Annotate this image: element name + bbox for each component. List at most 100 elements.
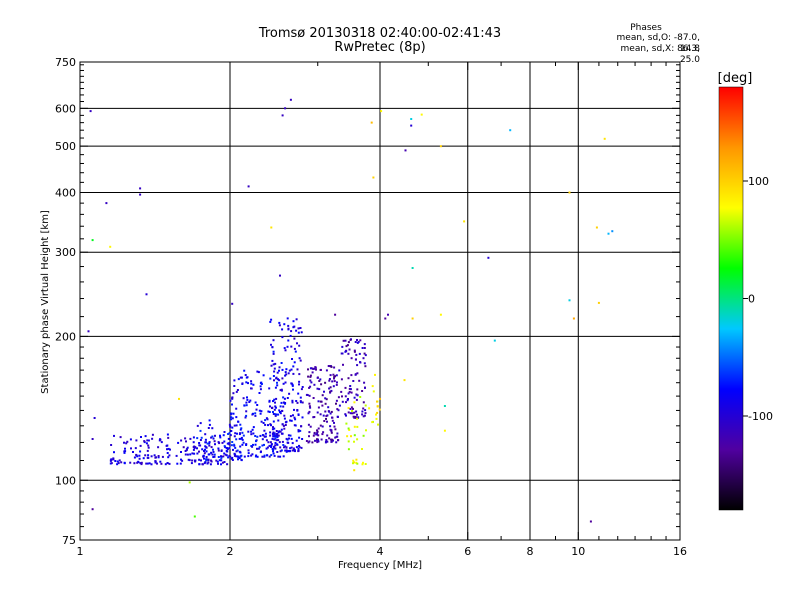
data-point <box>289 415 292 418</box>
data-point <box>296 401 299 404</box>
data-point <box>378 408 381 411</box>
data-point <box>227 437 230 440</box>
data-point <box>364 463 367 465</box>
data-point <box>231 456 234 459</box>
data-point <box>356 462 359 465</box>
data-point <box>595 226 598 229</box>
data-point <box>283 417 286 420</box>
data-point <box>316 387 319 390</box>
data-point <box>329 412 332 415</box>
data-point <box>268 411 271 413</box>
data-point <box>353 440 355 443</box>
data-point <box>328 378 331 380</box>
y-tick-label: 200 <box>55 330 76 343</box>
data-point <box>247 452 250 455</box>
data-point <box>335 435 338 438</box>
data-point <box>309 379 312 382</box>
data-point <box>210 460 213 463</box>
data-point <box>280 449 283 452</box>
data-point <box>387 313 389 316</box>
data-point <box>268 399 271 402</box>
data-point <box>270 444 273 447</box>
data-point <box>272 452 275 455</box>
data-point <box>143 440 146 443</box>
data-point <box>257 371 260 374</box>
data-point <box>274 447 277 450</box>
data-point <box>193 459 196 462</box>
data-point <box>116 460 119 463</box>
data-point <box>308 440 311 443</box>
data-point <box>277 378 279 381</box>
data-point <box>271 428 274 431</box>
data-point <box>410 118 413 120</box>
data-point <box>265 417 268 420</box>
data-point <box>337 439 340 442</box>
data-point <box>241 431 244 434</box>
data-point <box>300 331 303 334</box>
data-point <box>218 459 221 462</box>
data-point <box>311 441 314 444</box>
data-point <box>353 401 356 404</box>
data-point <box>240 427 243 430</box>
data-point <box>157 446 160 449</box>
data-point <box>377 423 379 426</box>
data-point <box>286 450 289 453</box>
data-point <box>279 446 282 449</box>
data-point <box>272 400 274 403</box>
data-point <box>316 429 318 432</box>
data-point <box>270 443 273 446</box>
data-point <box>362 434 365 437</box>
data-point <box>166 452 169 454</box>
data-point <box>292 372 295 375</box>
data-point <box>233 424 236 427</box>
data-point <box>355 393 358 396</box>
data-point <box>347 427 350 430</box>
data-point <box>299 429 302 432</box>
data-point <box>297 392 300 395</box>
data-point <box>250 430 253 433</box>
data-point <box>443 429 446 432</box>
data-point <box>356 394 359 397</box>
data-point <box>146 456 149 459</box>
data-point <box>271 437 274 440</box>
data-point <box>282 396 285 399</box>
data-point <box>139 450 142 453</box>
data-point <box>352 459 355 462</box>
data-point <box>294 418 297 421</box>
data-point <box>229 455 232 458</box>
data-point <box>272 426 274 429</box>
data-point <box>220 457 223 460</box>
data-point <box>317 427 320 430</box>
data-point <box>213 453 216 456</box>
data-point <box>247 185 250 188</box>
data-point <box>268 387 271 390</box>
data-point <box>333 425 336 428</box>
data-point <box>274 413 277 416</box>
data-point <box>330 389 333 392</box>
data-point <box>352 407 354 410</box>
data-point <box>356 364 359 367</box>
data-point <box>258 392 261 394</box>
data-point <box>568 299 571 302</box>
data-point <box>292 320 295 323</box>
data-point <box>350 391 353 394</box>
data-point <box>334 375 336 378</box>
data-point <box>272 450 274 453</box>
data-point <box>308 405 311 408</box>
data-point <box>268 444 271 447</box>
data-point <box>338 369 341 372</box>
data-point <box>354 373 357 376</box>
data-point <box>333 377 335 380</box>
data-point <box>202 454 205 457</box>
data-point <box>410 124 413 127</box>
data-point <box>275 376 278 379</box>
data-point <box>227 433 230 435</box>
data-point <box>267 410 270 413</box>
data-point <box>352 415 355 418</box>
data-point <box>188 481 191 484</box>
data-point <box>259 451 262 454</box>
data-point <box>252 443 254 446</box>
data-point <box>330 365 333 368</box>
data-point <box>189 437 192 440</box>
data-point <box>331 438 334 441</box>
